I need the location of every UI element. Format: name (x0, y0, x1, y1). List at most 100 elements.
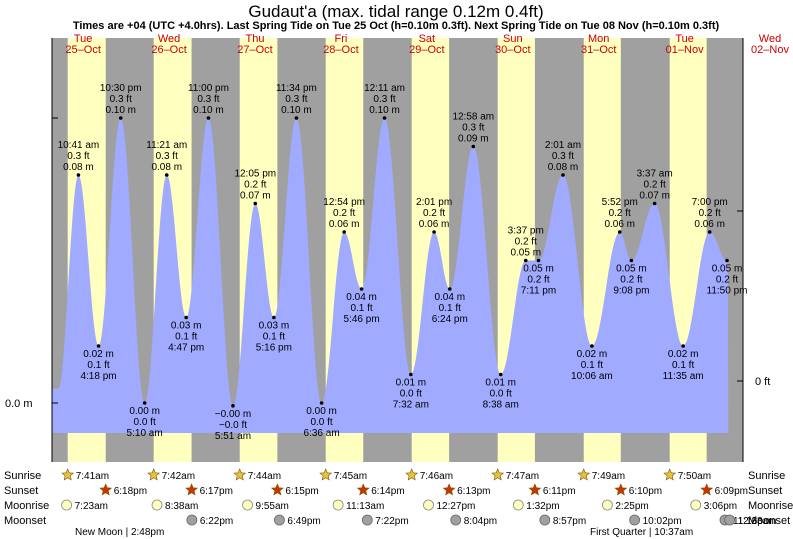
tide-ft-label: 0.2 ft (244, 180, 266, 191)
tide-time-label: 7:00 pm (692, 197, 728, 208)
tide-ft-label: 0.1 ft (263, 332, 285, 343)
moonrise-time: 7:23am (75, 501, 108, 512)
moonrise-icon (512, 499, 524, 511)
moonrise-icon (601, 499, 613, 511)
tide-ft-label: 0.2 ft (515, 237, 537, 248)
moonrise-time: 12:27pm (436, 501, 475, 512)
moonset-time: 6:49pm (287, 516, 320, 527)
tide-extreme-point (319, 401, 324, 405)
tide-extreme-point (536, 258, 541, 263)
moonrise-row-label-right: Moonrise (748, 500, 793, 512)
tide-area (52, 118, 729, 433)
day-label-weekday: Mon (588, 33, 609, 45)
tide-m-label: 0.02 m (577, 349, 608, 360)
tide-time-label: 2:01 pm (416, 197, 452, 208)
tide-m-label: 0.10 m (369, 105, 400, 116)
astro-events: 7:41am 6:18pm 7:23am 7:42am 6:17pm8:38am6:22… (61, 468, 777, 527)
tide-m-label: 0.00 m (129, 406, 160, 417)
tide-ft-label: 0.3 ft (552, 151, 574, 162)
moonset-time: 6:22pm (200, 516, 233, 527)
tide-time-label: 6:36 am (304, 428, 340, 439)
new-moon-label: New Moon | 2:48pm (75, 527, 164, 538)
sunrise-row-label-right: Sunrise (748, 470, 785, 482)
sunset-icon (442, 483, 456, 496)
tide-ft-label: 0.0 ft (133, 417, 155, 428)
tide-m-label: 0.03 m (171, 321, 202, 332)
tide-ft-label: 0.3 ft (462, 123, 484, 134)
tide-extreme-point (253, 201, 258, 206)
tide-extreme-point (652, 201, 657, 206)
tide-extreme-point (294, 116, 299, 120)
moonset-time: 10:02pm (643, 516, 682, 527)
moonrise-time: 9:55am (256, 501, 289, 512)
sunset-time: 6:17pm (200, 486, 233, 497)
tide-m-label: 0.05 m (523, 264, 554, 275)
tide-extreme-point (164, 173, 169, 177)
tide-ft-label: 0.2 ft (333, 208, 355, 219)
tide-m-label: 0.03 m (259, 321, 290, 332)
sunrise-icon (663, 468, 677, 481)
sunset-time: 6:10pm (629, 486, 662, 497)
sunrise-icon (319, 468, 333, 481)
chart-title: Gudaut'a (max. tidal range 0.12m 0.4ft) (248, 2, 543, 21)
moonset-time: 11:16pm (733, 516, 771, 527)
sunset-icon (614, 483, 628, 496)
day-labels: Tue25–OctWed26–OctThu27–OctFri28–OctSat2… (65, 33, 789, 56)
tide-extreme-point (359, 287, 364, 291)
y-axes: 0.0 m 0 ft (5, 38, 770, 462)
tide-extreme-point (681, 344, 685, 348)
sunset-time: 6:11pm (543, 486, 576, 497)
tide-ft-label: 0.1 ft (439, 303, 461, 314)
moonrise-icon (423, 499, 434, 511)
moonrise-time: 1:32pm (526, 501, 559, 512)
tide-m-label: 0.10 m (193, 105, 224, 116)
tide-m-label: 0.04 m (346, 292, 377, 303)
sunrise-time: 7:44am (248, 471, 281, 482)
tide-m-label: 0.08 m (151, 162, 182, 173)
tide-time-label: 2:01 am (545, 140, 581, 151)
tide-ft-label: 0.1 ft (175, 332, 197, 343)
day-label-weekday: Thu (246, 33, 265, 45)
tide-time-label: 12:11 am (364, 83, 405, 94)
sunrise-time: 7:41am (76, 471, 109, 482)
sunrise-icon (405, 468, 419, 481)
tide-ft-label: 0.3 ft (156, 151, 178, 162)
tide-extreme-point (184, 315, 188, 320)
moonrise-time: 8:38am (165, 501, 198, 512)
tide-m-label: 0.06 m (694, 219, 725, 230)
tide-m-label: 0.08 m (548, 162, 579, 173)
moonset-icon (629, 514, 641, 526)
tide-time-label: 7:32 am (393, 400, 429, 411)
tide-ft-label: 0.1 ft (350, 303, 372, 314)
tide-time-label: 4:18 pm (80, 371, 116, 382)
tide-extreme-point (447, 287, 452, 291)
moonrise-icon (690, 499, 702, 511)
y-axis-right-label: 0 ft (755, 376, 770, 388)
moonrise-row-label-left: Moonrise (4, 500, 49, 512)
sunrise-icon (491, 468, 505, 481)
sunset-row-label-left: Sunset (4, 485, 38, 497)
day-label-weekday: Tue (675, 33, 694, 45)
moonset-time: 12:33am (738, 516, 777, 527)
tide-extreme-point (707, 230, 712, 234)
sunrise-icon (577, 468, 591, 481)
tide-m-label: −0.00 m (215, 409, 251, 420)
moonset-time: 8:57pm (553, 516, 586, 527)
tide-m-label: 0.05 m (712, 264, 743, 275)
chart-subtitle: Times are +04 (UTC +4.0hrs). Last Spring… (73, 20, 720, 32)
moonset-time: 8:04pm (464, 516, 497, 527)
day-label-weekday: Fri (335, 33, 348, 45)
tide-extreme-point (471, 144, 476, 149)
tide-ft-label: 0.2 ft (527, 275, 549, 286)
sunset-time: 6:14pm (371, 486, 404, 497)
tide-time-label: 10:30 pm (100, 83, 142, 94)
tide-extreme-point (523, 258, 528, 263)
tide-time-label: 12:58 am (452, 112, 494, 123)
tide-time-label: 5:46 pm (344, 314, 380, 325)
day-label-weekday: Sun (503, 33, 523, 45)
moonrise-icon (61, 499, 73, 511)
day-label-weekday: Tue (74, 33, 93, 45)
day-label-date: 26–Oct (151, 44, 186, 56)
tide-m-label: 0.09 m (458, 134, 489, 145)
